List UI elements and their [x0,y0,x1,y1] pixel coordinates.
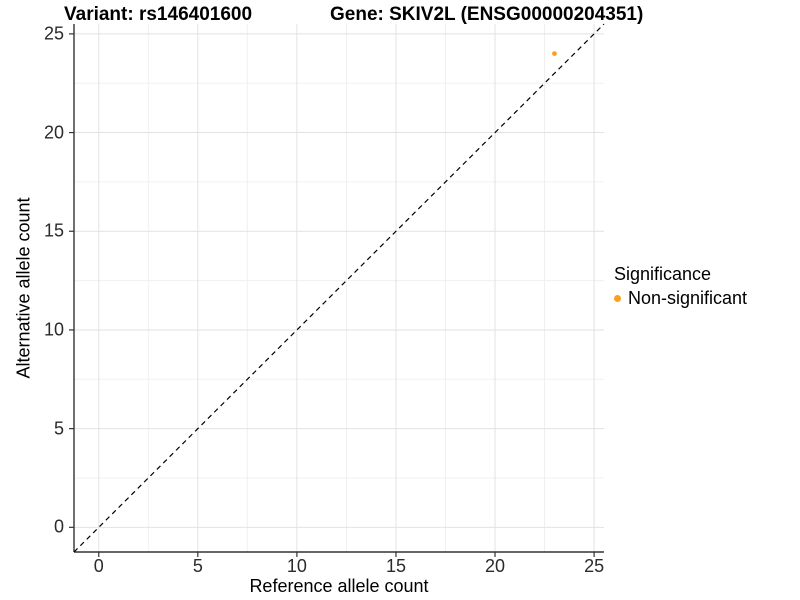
y-tick-label: 25 [43,23,64,44]
y-tick-label: 10 [43,319,64,340]
legend-title: Significance [614,264,712,284]
legend-dot-icon [614,295,621,302]
y-tick-label: 0 [53,516,64,537]
plot-title-variant: Variant: rs146401600 [64,4,253,25]
data-point [552,51,557,57]
x-tick-label: 10 [286,556,307,576]
legend-item-label: Non-significant [628,288,748,308]
plot-title-gene: Gene: SKIV2L (ENSG00000204351) [330,4,644,25]
y-tick-label: 20 [43,122,64,143]
x-tick-label: 15 [385,556,406,576]
y-tick-label: 15 [43,220,64,241]
x-tick-label: 5 [192,556,203,576]
x-tick-label: 25 [584,556,605,576]
identity-line [73,23,605,553]
x-tick-label: 20 [485,556,506,576]
y-tick-label: 5 [53,418,64,439]
x-axis-label: Reference allele count [249,576,429,596]
legend-item: Non-significant [614,288,747,309]
x-tick-label: 0 [93,556,104,576]
y-axis-label: Alternative allele count [13,197,34,379]
legend: Significance Non-significant [614,264,747,309]
